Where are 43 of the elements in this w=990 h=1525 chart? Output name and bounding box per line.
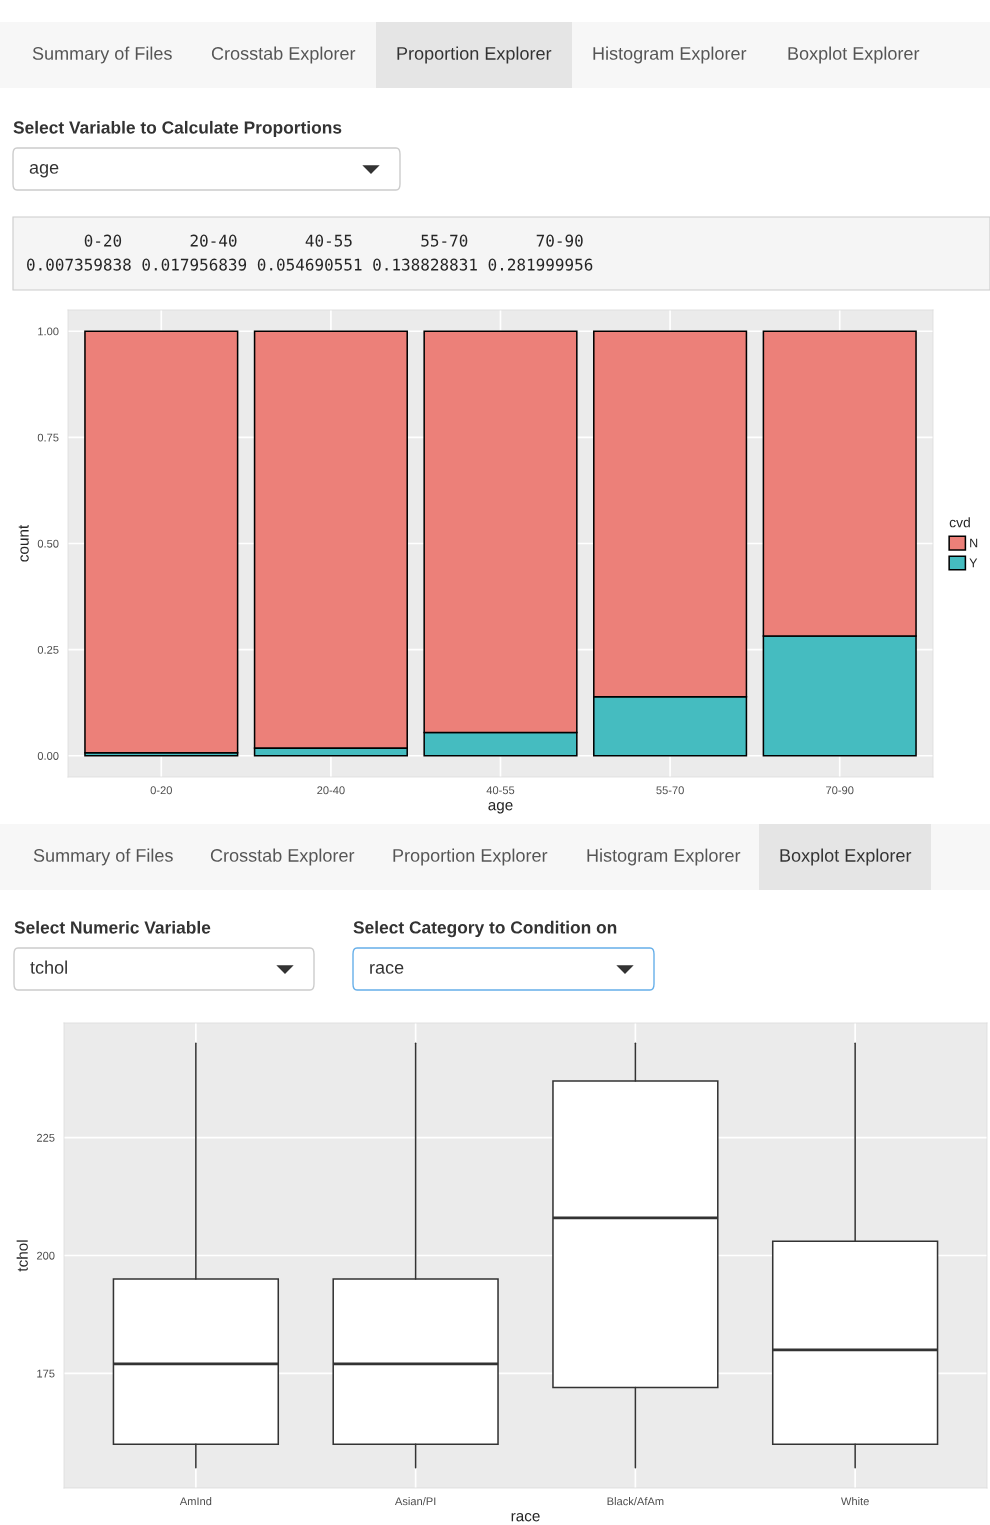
y-tick-label: 225 [36, 1133, 55, 1142]
text: Histogram Explorer [587, 848, 741, 866]
y-tick-label: 200 [36, 1251, 55, 1260]
text: 0.007359838 0.017956839 0.054690551 0.138828831 0.281999956 [27, 258, 593, 271]
text: Proportion Explorer [397, 46, 552, 64]
legend-title: cvd [949, 517, 970, 528]
y-tick-label: 0.50 [37, 539, 59, 548]
text: Select Category to Condition on [353, 920, 617, 938]
legend-label: Y [969, 558, 978, 568]
x-axis-title: age [488, 802, 513, 814]
x-axis-title: race [511, 1513, 540, 1522]
y-axis-title: tchol [16, 1240, 28, 1272]
text: age [29, 163, 59, 178]
x-tick-label: 20-40 [317, 786, 345, 795]
x-tick-label: Asian/PI [394, 1497, 436, 1506]
x-tick-label: 40-55 [486, 786, 515, 795]
text: Crosstab Explorer [210, 848, 355, 866]
y-tick-label: 0.25 [37, 645, 59, 654]
y-tick-label: 175 [37, 1369, 55, 1378]
x-tick-label: Black/AfAm [607, 1497, 664, 1506]
text: Select Variable to Calculate Proportions [13, 120, 342, 138]
text: Histogram Explorer [593, 46, 747, 64]
text: Boxplot Explorer [788, 46, 920, 64]
text: Summary of Files [32, 46, 172, 64]
x-tick-label: AmInd [179, 1497, 212, 1506]
text: Summary of Files [33, 848, 173, 866]
y-tick-label: 0.75 [37, 433, 59, 442]
y-tick-label: 0.00 [37, 752, 59, 760]
text: tchol [30, 960, 67, 974]
text: Proportion Explorer [393, 848, 548, 866]
x-tick-label: White [840, 1497, 869, 1506]
text: race [370, 963, 404, 974]
x-tick-label: 0-20 [150, 786, 172, 795]
text: Crosstab Explorer [211, 46, 356, 64]
x-tick-label: 55-70 [656, 786, 684, 795]
y-tick-label: 1.00 [38, 327, 59, 336]
x-tick-label: 70-90 [826, 786, 854, 795]
legend-label: N [970, 538, 978, 548]
text: Boxplot Explorer [780, 848, 912, 866]
text: 0-20 20-40 40-55 55-70 70-90 [84, 234, 583, 247]
bar [84, 330, 239, 754]
y-axis-title: count [18, 524, 29, 562]
text: Select Numeric Variable [14, 920, 211, 934]
